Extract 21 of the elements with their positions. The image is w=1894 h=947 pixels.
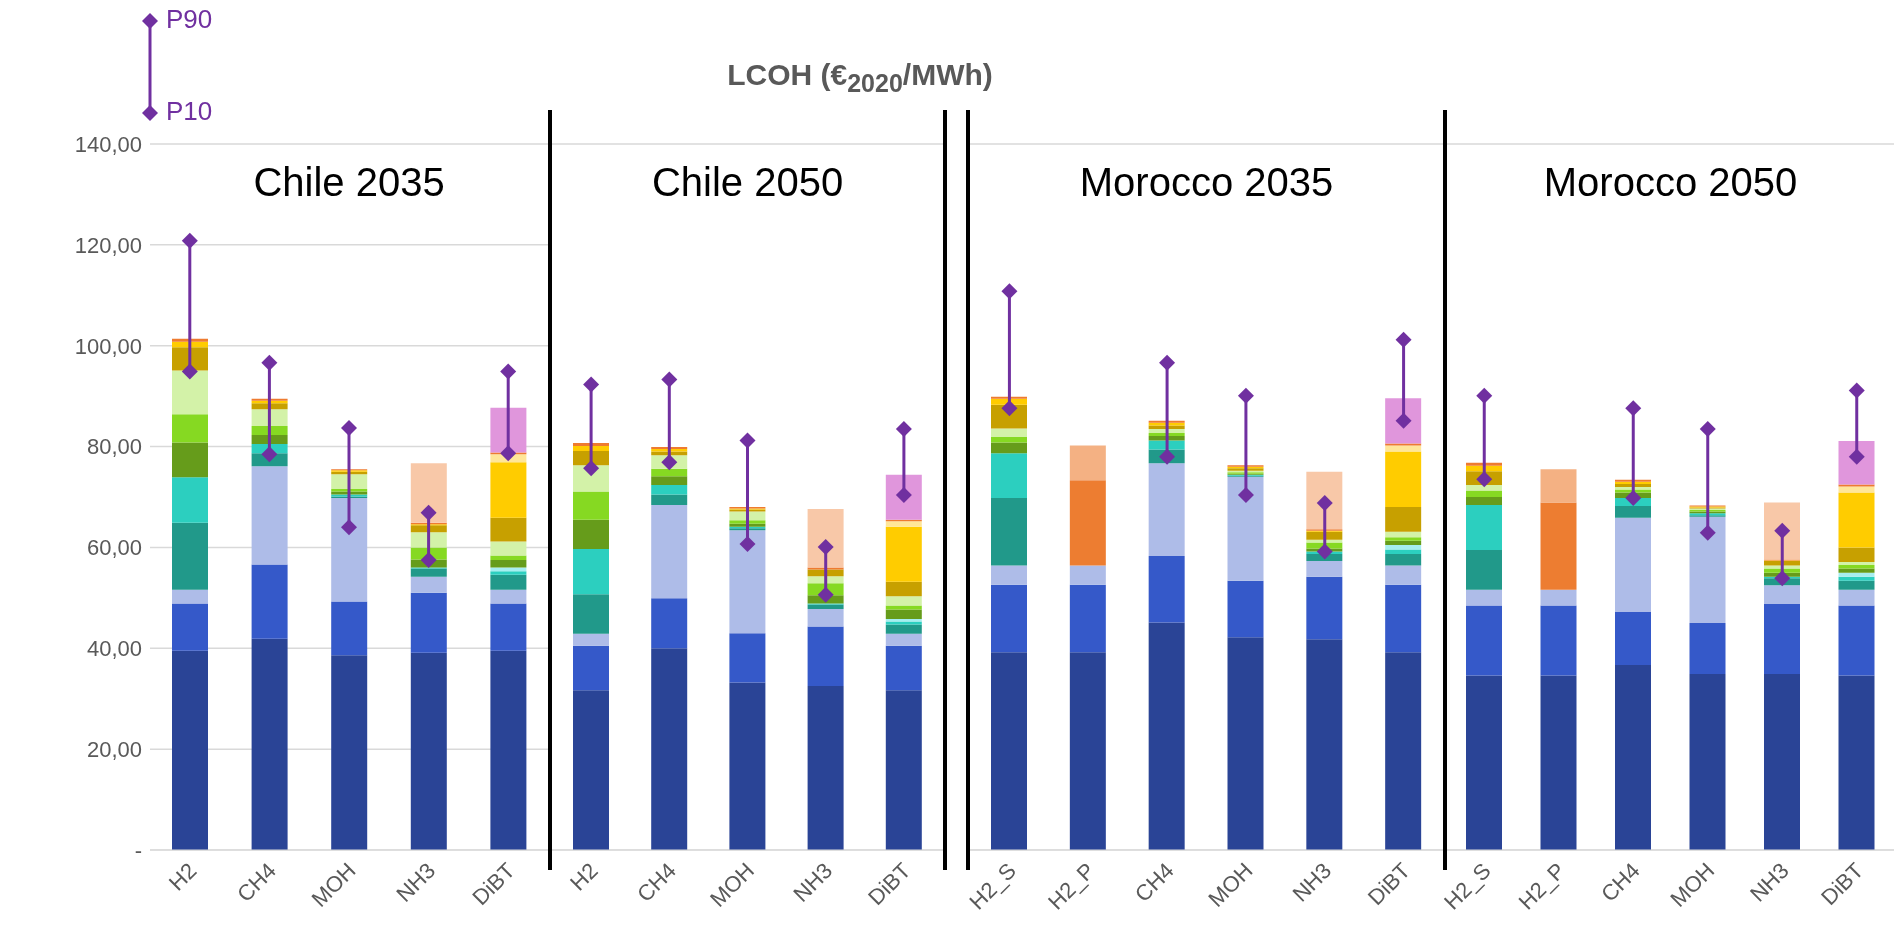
- chart-title: Chile 2035: [252, 160, 446, 205]
- x-tick-label: CH4: [232, 857, 281, 907]
- y-tick-label: 120,00: [74, 232, 142, 258]
- y-tick-label: 80,00: [86, 434, 142, 460]
- x-tick-label: H2: [565, 857, 603, 896]
- x-tick-label: CH4: [1595, 857, 1645, 907]
- y-tick-label: 40,00: [86, 636, 142, 662]
- chart-title: Morocco 2035: [1078, 160, 1335, 205]
- x-tick-label: CH4: [1129, 857, 1179, 907]
- y-tick-label: 60,00: [86, 535, 142, 561]
- legend-label: P90: [166, 4, 213, 35]
- x-tick-label: H2: [163, 857, 202, 896]
- x-tick-label: CH4: [632, 857, 681, 907]
- chart-title: Chile 2050: [650, 160, 845, 205]
- chart-title: Morocco 2050: [1542, 160, 1799, 205]
- text: LCOH (€$_{2020}$/MWh): [726, 58, 994, 98]
- y-tick-label: 140,00: [74, 131, 142, 157]
- y-tick-label: -: [134, 837, 142, 863]
- y-tick-label: 100,00: [74, 333, 142, 359]
- y-tick-label: 20,00: [86, 736, 142, 762]
- legend-label: P10: [166, 96, 213, 127]
